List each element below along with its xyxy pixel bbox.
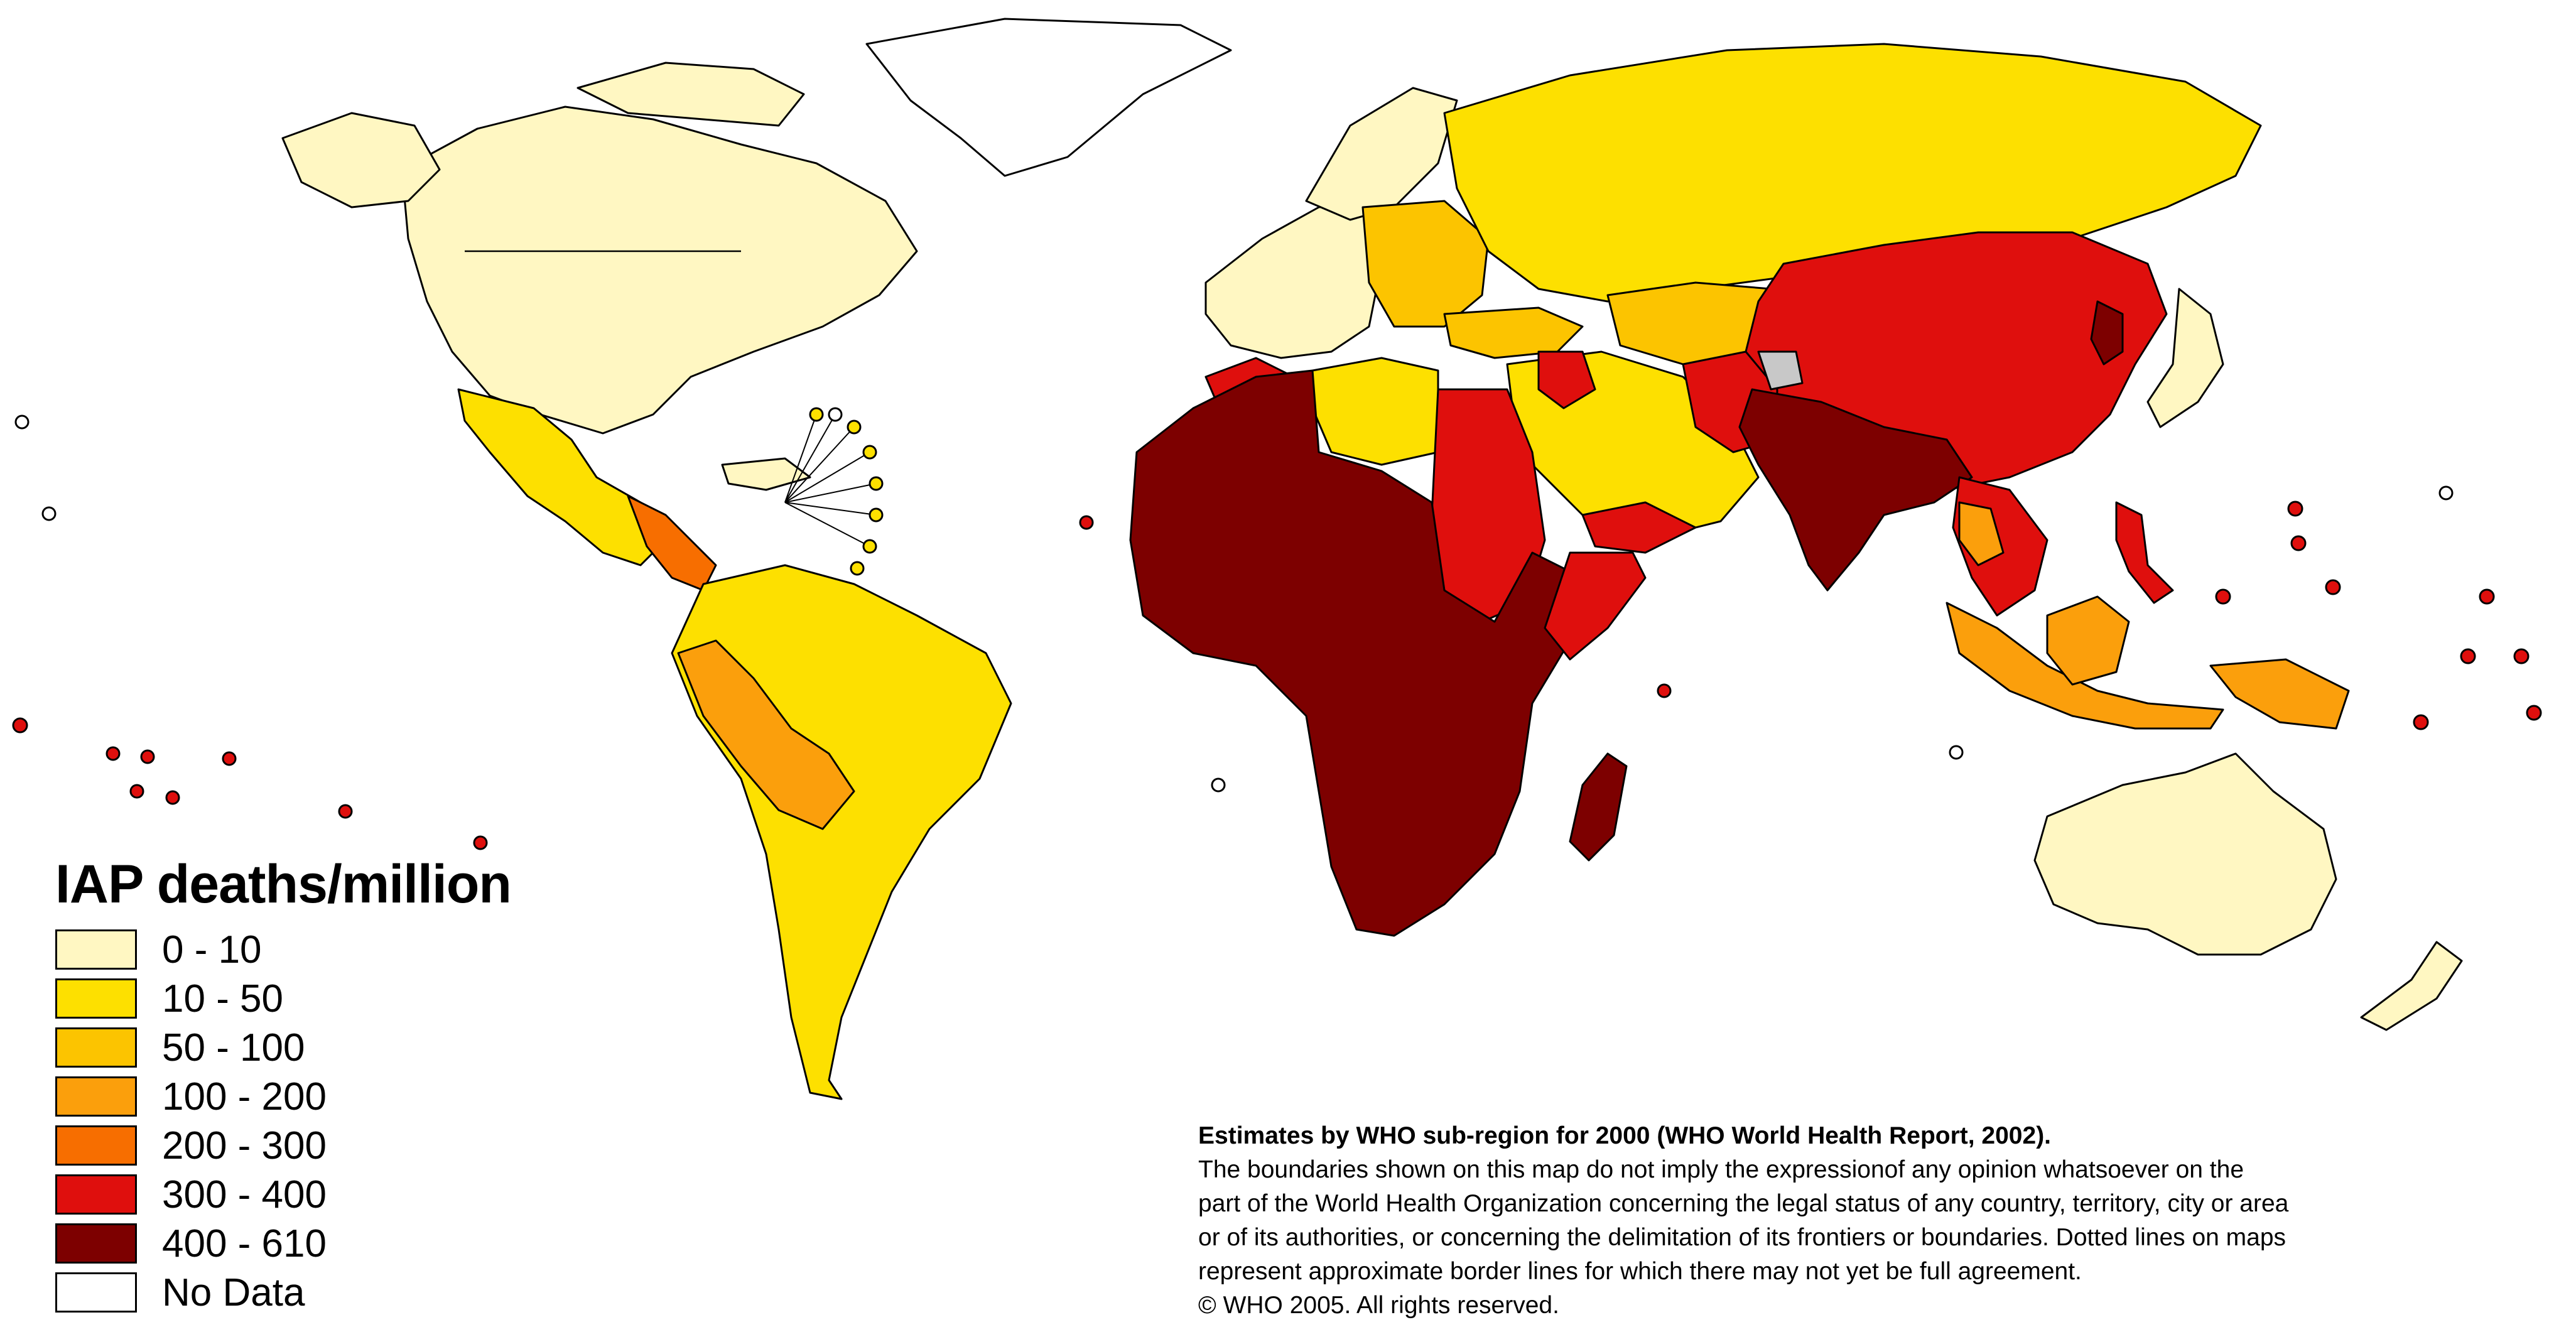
region-kashmir	[1757, 350, 1804, 391]
region-mexico	[457, 388, 667, 566]
legend-item: 10 - 50	[55, 974, 620, 1023]
note-line: or of its authorities, or concerning the…	[1198, 1224, 2286, 1251]
island-dot	[14, 414, 30, 430]
island-dot	[2413, 714, 2429, 730]
region-indonesia	[1946, 602, 2224, 730]
region-philippines	[2115, 501, 2174, 604]
legend-swatch	[55, 929, 137, 970]
note-line: © WHO 2005. All rights reserved.	[1198, 1292, 1559, 1319]
island-dot	[140, 749, 155, 764]
island-dot	[473, 835, 488, 850]
island-dot	[1657, 683, 1672, 698]
legend-label: 10 - 50	[162, 977, 284, 1021]
note-line: part of the World Health Organization co…	[1198, 1190, 2289, 1217]
legend-title: IAP deaths/million	[55, 854, 512, 914]
legend-label: 0 - 10	[162, 928, 262, 972]
island-dot	[41, 506, 57, 521]
legend-swatch	[55, 1174, 137, 1215]
legend-item: 200 - 300	[55, 1121, 620, 1170]
island-dot	[2287, 501, 2303, 517]
island-dot	[1079, 515, 1094, 530]
legend-item: 0 - 10	[55, 925, 620, 974]
region-alaska	[281, 112, 441, 208]
region-new-zealand	[2360, 941, 2463, 1031]
region-madagascar	[1569, 752, 1628, 862]
note-line: The boundaries shown on this map do not …	[1198, 1156, 2244, 1183]
legend-item: 400 - 610	[55, 1219, 620, 1268]
note-line: Estimates by WHO sub-region for 2000 (WH…	[1198, 1122, 2052, 1149]
map-legend: IAP deaths/million 0 - 10 10 - 50 50 - 100…	[55, 857, 620, 1317]
legend-item: 50 - 100	[55, 1023, 620, 1072]
region-caribbean	[721, 457, 811, 491]
region-horn-of-africa	[1544, 551, 1647, 661]
caribbean-island-chain	[784, 407, 884, 576]
region-turkey	[1443, 306, 1584, 359]
region-iraq	[1537, 350, 1596, 409]
island-dot	[12, 717, 28, 734]
legend-label: No Data	[162, 1270, 305, 1314]
note-line: represent approximate border lines for w…	[1198, 1258, 2082, 1285]
legend-swatch	[55, 1125, 137, 1166]
legend-swatch	[55, 1223, 137, 1264]
region-india	[1738, 388, 1973, 592]
legend-swatch	[55, 1027, 137, 1068]
island-dot	[2325, 579, 2341, 595]
legend-label: 200 - 300	[162, 1124, 327, 1167]
legend-label: 50 - 100	[162, 1026, 305, 1069]
map-notes: Estimates by WHO sub-region for 2000 (WH…	[1198, 1119, 2561, 1323]
region-western-europe	[1204, 200, 1383, 359]
region-greenland	[865, 18, 1232, 177]
region-yemen	[1581, 501, 1697, 554]
legend-item: 100 - 200	[55, 1072, 620, 1121]
island-dot	[222, 751, 237, 766]
legend-item: 300 - 400	[55, 1170, 620, 1219]
legend-label: 100 - 200	[162, 1075, 327, 1118]
region-south-america	[671, 564, 1012, 1100]
region-eastern-europe	[1361, 200, 1490, 328]
legend-item: No Data	[55, 1268, 620, 1317]
region-central-america	[627, 495, 717, 592]
legend-swatch	[55, 978, 137, 1019]
island-dot	[338, 804, 353, 819]
island-dot	[106, 746, 121, 761]
region-korea	[2090, 300, 2124, 365]
island-dot	[2438, 485, 2454, 501]
legend-items: 0 - 10 10 - 50 50 - 100 100 - 200 200 - 300 3…	[55, 925, 620, 1317]
region-north-america	[401, 106, 918, 435]
region-papua	[2209, 658, 2350, 730]
legend-swatch	[55, 1076, 137, 1117]
island-dot	[2513, 648, 2530, 664]
region-borneo	[2046, 595, 2130, 686]
island-dot	[2460, 648, 2476, 664]
island-dot	[1211, 777, 1226, 793]
legend-swatch	[55, 1272, 137, 1313]
island-dot	[129, 784, 144, 799]
island-dot	[2526, 705, 2542, 721]
region-andes	[677, 639, 855, 830]
legend-label: 400 - 610	[162, 1221, 327, 1265]
island-dot	[2479, 588, 2495, 605]
island-dot	[165, 790, 180, 805]
island-dot	[2290, 535, 2307, 551]
region-sub-saharan-africa	[1129, 369, 1584, 937]
region-scandinavia	[1305, 87, 1458, 221]
region-north-africa	[1311, 357, 1439, 466]
island-dot	[1949, 745, 1964, 760]
region-canadian-arctic	[576, 62, 805, 127]
region-australia	[2033, 752, 2337, 956]
island-dot	[2215, 588, 2231, 605]
region-japan	[2146, 288, 2224, 428]
region-thailand	[1958, 501, 2005, 566]
legend-label: 300 - 400	[162, 1172, 327, 1216]
